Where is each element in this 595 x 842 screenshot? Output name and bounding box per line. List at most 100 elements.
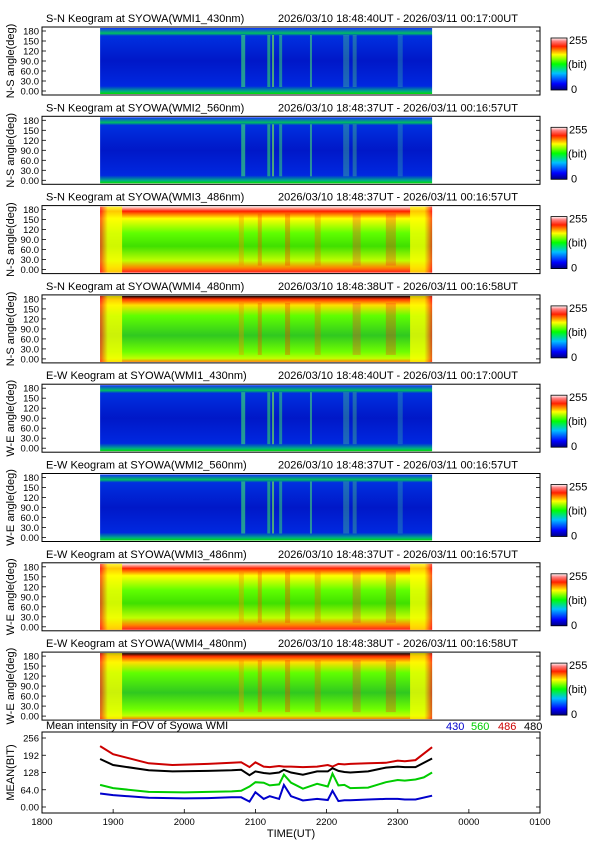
aurora-streak <box>241 35 246 87</box>
aurora-streak <box>385 213 396 266</box>
aurora-streak <box>309 392 312 445</box>
colorbar-unit-label: (bit) <box>568 416 587 428</box>
aurora-streak <box>352 392 357 445</box>
colorbar-max-label: 255 <box>569 214 587 226</box>
y-tick-label: 0.00 <box>21 354 40 365</box>
x-tick-label: 2200 <box>316 817 337 828</box>
aurora-streak <box>241 124 246 177</box>
y-tick-label: 0.00 <box>21 444 40 455</box>
aurora-streak <box>352 570 361 623</box>
legend-entry-430: 430 <box>446 721 464 733</box>
y-tick-label: 150 <box>23 126 39 137</box>
series-line-560 <box>99 771 433 794</box>
y-tick-label: 60.0 <box>21 424 40 435</box>
y-tick-label: 90.0 <box>21 235 40 246</box>
keogram-panel: S-N Keogram at SYOWA(WMI1_430nm) 2026/03/… <box>5 13 587 98</box>
panel-title: E-W Keogram at SYOWA(WMI4_480nm) <box>46 638 247 650</box>
keogram-panel: S-N Keogram at SYOWA(WMI2_560nm) 2026/03/… <box>5 102 587 187</box>
aurora-streak <box>343 481 350 534</box>
x-tick-label: 0100 <box>529 817 550 828</box>
y-tick-label: 180 <box>23 384 39 395</box>
colorbar-unit-label: (bit) <box>568 148 587 160</box>
keogram-edge <box>410 653 433 720</box>
aurora-streak <box>397 35 403 87</box>
aurora-streak <box>279 392 283 445</box>
aurora-streak <box>352 124 357 177</box>
panel-title: S-N Keogram at SYOWA(WMI3_486nm) <box>46 192 244 204</box>
y-tick-label: 30.0 <box>21 612 40 623</box>
aurora-streak <box>352 302 361 355</box>
x-tick-label: 2300 <box>387 817 408 828</box>
y-tick-label: 180 <box>23 562 39 573</box>
colorbar-min-label: 0 <box>571 441 577 453</box>
aurora-streak <box>309 481 312 534</box>
y-tick-label: 120 <box>23 404 39 415</box>
y-tick-label: 0.00 <box>21 176 40 187</box>
y-tick-label: 60.0 <box>21 156 40 167</box>
panel-title: S-N Keogram at SYOWA(WMI2_560nm) <box>46 102 244 114</box>
aurora-streak <box>314 213 321 266</box>
aurora-streak <box>267 392 271 445</box>
y-tick-label: 180 <box>23 473 39 484</box>
panel-time-range: 2026/03/10 18:48:38UT - 2026/03/11 00:16… <box>278 638 518 650</box>
y-tick-label: 256 <box>23 734 39 745</box>
aurora-streak <box>279 124 283 177</box>
y-tick-label: 30.0 <box>21 77 40 88</box>
keogram-panel: S-N Keogram at SYOWA(WMI4_480nm) 2026/03/… <box>5 281 587 366</box>
x-axis-label: TIME(UT) <box>267 828 315 840</box>
y-tick-label: 90.0 <box>21 146 40 157</box>
y-tick-label: 128 <box>23 768 39 779</box>
y-tick-label: 150 <box>23 37 39 48</box>
aurora-streak <box>238 213 244 266</box>
aurora-streak <box>385 660 396 713</box>
panel-title: E-W Keogram at SYOWA(WMI1_430nm) <box>46 370 247 382</box>
legend-entry-560: 560 <box>471 721 489 733</box>
y-tick-label: 0.00 <box>21 87 40 98</box>
colorbar <box>550 126 568 180</box>
aurora-streak <box>285 570 291 623</box>
y-axis-label: W-E angle(deg) <box>5 558 17 635</box>
x-tick-label: 1800 <box>31 817 52 828</box>
aurora-streak <box>272 35 275 87</box>
y-tick-label: 120 <box>23 314 39 325</box>
y-tick-label: 150 <box>23 215 39 226</box>
y-tick-label: 90.0 <box>21 414 40 425</box>
line-chart-title: Mean intensity in FOV of Syowa WMI <box>46 720 228 732</box>
aurora-streak <box>385 570 396 623</box>
aurora-streak <box>352 660 361 713</box>
keogram-edge <box>410 206 433 273</box>
mean-intensity-chart: Mean intensity in FOV of Syowa WMI 430 560… <box>5 720 551 840</box>
aurora-streak <box>314 570 321 623</box>
keogram-panel: S-N Keogram at SYOWA(WMI3_486nm) 2026/03/… <box>5 192 587 277</box>
y-tick-label: 30.0 <box>21 255 40 266</box>
colorbar-max-label: 255 <box>569 303 587 315</box>
y-tick-label: 180 <box>23 27 39 38</box>
panel-title: E-W Keogram at SYOWA(WMI3_486nm) <box>46 549 247 561</box>
keogram-image <box>100 295 433 362</box>
y-axis-label: MEAN(BIT) <box>5 744 17 800</box>
y-tick-label: 60.0 <box>21 67 40 78</box>
keogram-image <box>100 563 433 630</box>
x-tick-label: 2000 <box>174 817 195 828</box>
panel-time-range: 2026/03/10 18:48:37UT - 2026/03/11 00:16… <box>278 549 518 561</box>
y-tick-label: 192 <box>23 751 39 762</box>
y-tick-label: 0.00 <box>21 803 40 814</box>
keogram-image <box>100 206 433 273</box>
y-tick-label: 150 <box>23 304 39 315</box>
colorbar <box>550 484 568 537</box>
y-tick-label: 150 <box>23 483 39 494</box>
aurora-streak <box>257 660 262 713</box>
colorbar-max-label: 255 <box>569 35 587 47</box>
y-tick-label: 0.00 <box>21 265 40 276</box>
colorbar-unit-label: (bit) <box>568 238 587 250</box>
aurora-streak <box>267 124 271 177</box>
aurora-streak <box>257 302 262 355</box>
keogram-image <box>100 474 433 541</box>
keogram-edge <box>100 563 123 630</box>
panel-title: S-N Keogram at SYOWA(WMI4_480nm) <box>46 281 244 293</box>
y-axis-label: W-E angle(deg) <box>5 380 17 457</box>
colorbar-min-label: 0 <box>571 531 577 543</box>
colorbar-min-label: 0 <box>571 263 577 275</box>
x-tick-label: 1900 <box>103 817 124 828</box>
